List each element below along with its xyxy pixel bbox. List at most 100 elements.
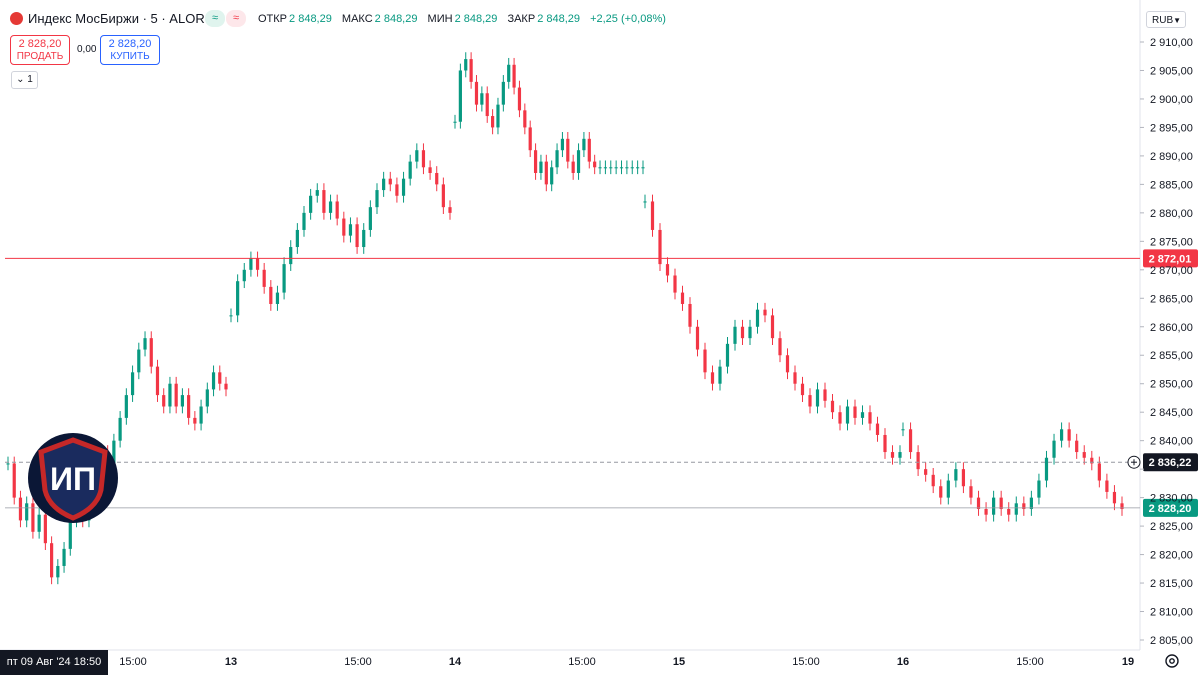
- high-value: 2 848,29: [374, 13, 418, 25]
- candle-body: [785, 355, 790, 373]
- candle-body: [636, 167, 640, 169]
- candle-body: [901, 429, 905, 431]
- y-tick-label: 2 820,00: [1150, 550, 1193, 562]
- candle-body: [808, 395, 812, 407]
- change-value: +2,25 (+0,08%): [590, 13, 666, 25]
- candle-body: [755, 309, 760, 327]
- candle-body: [1059, 429, 1064, 441]
- candle-body: [793, 372, 797, 384]
- candle-body: [566, 138, 570, 162]
- candle-body: [641, 167, 645, 169]
- candle-body: [342, 218, 346, 236]
- candle-body: [845, 406, 850, 424]
- candle-body: [571, 161, 575, 173]
- price-lines-layer: 2 872,01 2 836,22 2 828,20: [5, 249, 1198, 517]
- candle-body: [992, 497, 996, 515]
- candle-body: [512, 64, 516, 88]
- candle-body: [50, 543, 54, 578]
- candle-body: [242, 269, 246, 282]
- collapse-count: 1: [27, 74, 33, 85]
- approx-up-icon[interactable]: ≈: [205, 10, 225, 27]
- candle-body: [453, 121, 457, 123]
- candle-body: [269, 286, 273, 304]
- candle-body: [533, 150, 538, 173]
- candle-body: [593, 161, 597, 168]
- y-tick-label: 2 895,00: [1150, 122, 1193, 134]
- candle-body: [1120, 503, 1124, 510]
- candle-body: [421, 150, 426, 168]
- candle-body: [180, 395, 184, 407]
- candle-body: [249, 258, 253, 270]
- watermark-text: ИП: [50, 461, 96, 497]
- candle-body: [598, 167, 602, 169]
- collapse-legend-button[interactable]: ⌄ 1: [11, 71, 38, 89]
- x-tick-label: 16: [897, 656, 909, 668]
- candle-body: [348, 224, 353, 236]
- candle-body: [946, 480, 950, 498]
- x-tick-label: 15:00: [1016, 656, 1044, 668]
- candle-body: [883, 434, 887, 453]
- candle-body: [924, 469, 928, 475]
- candle-body: [643, 201, 647, 203]
- candle-body: [302, 212, 306, 230]
- candle-body: [868, 412, 872, 424]
- candle-body: [491, 116, 495, 128]
- candle-body: [388, 178, 392, 185]
- candle-body: [763, 309, 767, 316]
- candle-body: [1075, 440, 1079, 453]
- y-tick-label: 2 810,00: [1150, 607, 1193, 619]
- ohlc-legend: ОТКР 2 848,29 МАКС 2 848,29 МИН 2 848,29 ЗА…: [258, 13, 673, 25]
- candle-body: [1037, 480, 1041, 498]
- candle-body: [408, 161, 412, 179]
- candle-body: [62, 548, 66, 566]
- candle-body: [576, 150, 581, 173]
- sell-button[interactable]: 2 828,20 ПРОДАТЬ: [10, 35, 70, 65]
- candle-body: [916, 452, 920, 470]
- x-tick-label: 15:00: [792, 656, 820, 668]
- x-tick-label: 13: [225, 656, 237, 668]
- x-tick-label: 14: [449, 656, 462, 668]
- price-line-badge: [1143, 498, 1198, 517]
- buy-button[interactable]: 2 828,20 КУПИТЬ: [100, 35, 160, 65]
- candle-body: [224, 383, 228, 390]
- x-tick-label: 15:00: [119, 656, 147, 668]
- candle-body: [68, 520, 72, 549]
- currency-selector[interactable]: RUB ▼: [1146, 11, 1186, 28]
- candle-body: [695, 326, 700, 350]
- candle-body: [262, 269, 266, 287]
- candle-body: [976, 497, 981, 510]
- candle-body: [614, 167, 618, 169]
- candle-body: [815, 389, 820, 407]
- y-tick-label: 2 825,00: [1150, 521, 1193, 533]
- candle-body: [539, 161, 543, 173]
- candle-body: [448, 207, 452, 213]
- approx-down-icon[interactable]: ≈: [226, 10, 246, 27]
- y-tick-label: 2 805,00: [1150, 635, 1193, 647]
- y-tick-label: 2 840,00: [1150, 436, 1193, 448]
- candle-body: [838, 412, 842, 424]
- candle-body: [1090, 457, 1094, 464]
- watermark-logo: ИП: [28, 433, 118, 523]
- candle-body: [908, 429, 913, 453]
- candle-body: [309, 195, 313, 213]
- low-label: МИН: [427, 13, 453, 25]
- candle-body: [507, 64, 511, 82]
- low-value: 2 848,29: [454, 13, 498, 25]
- candle-body: [931, 474, 935, 487]
- candle-body: [823, 389, 827, 401]
- candle-body: [1082, 452, 1086, 458]
- gear-icon[interactable]: [1163, 652, 1181, 670]
- candle-body: [328, 201, 333, 213]
- y-tick-label: 2 890,00: [1150, 151, 1193, 163]
- candle-body: [368, 207, 372, 230]
- compare-toggle[interactable]: ≈ ≈: [205, 10, 247, 27]
- y-tick-label: 2 880,00: [1150, 208, 1193, 220]
- candle-body: [1112, 491, 1117, 504]
- symbol-title[interactable]: Индекс МосБиржи · 5 · ALOR: [28, 11, 205, 26]
- candle-body: [625, 167, 629, 169]
- candle-body: [1067, 429, 1071, 441]
- candle-body: [550, 167, 554, 185]
- candle-body: [355, 224, 359, 248]
- candle-body: [609, 167, 613, 169]
